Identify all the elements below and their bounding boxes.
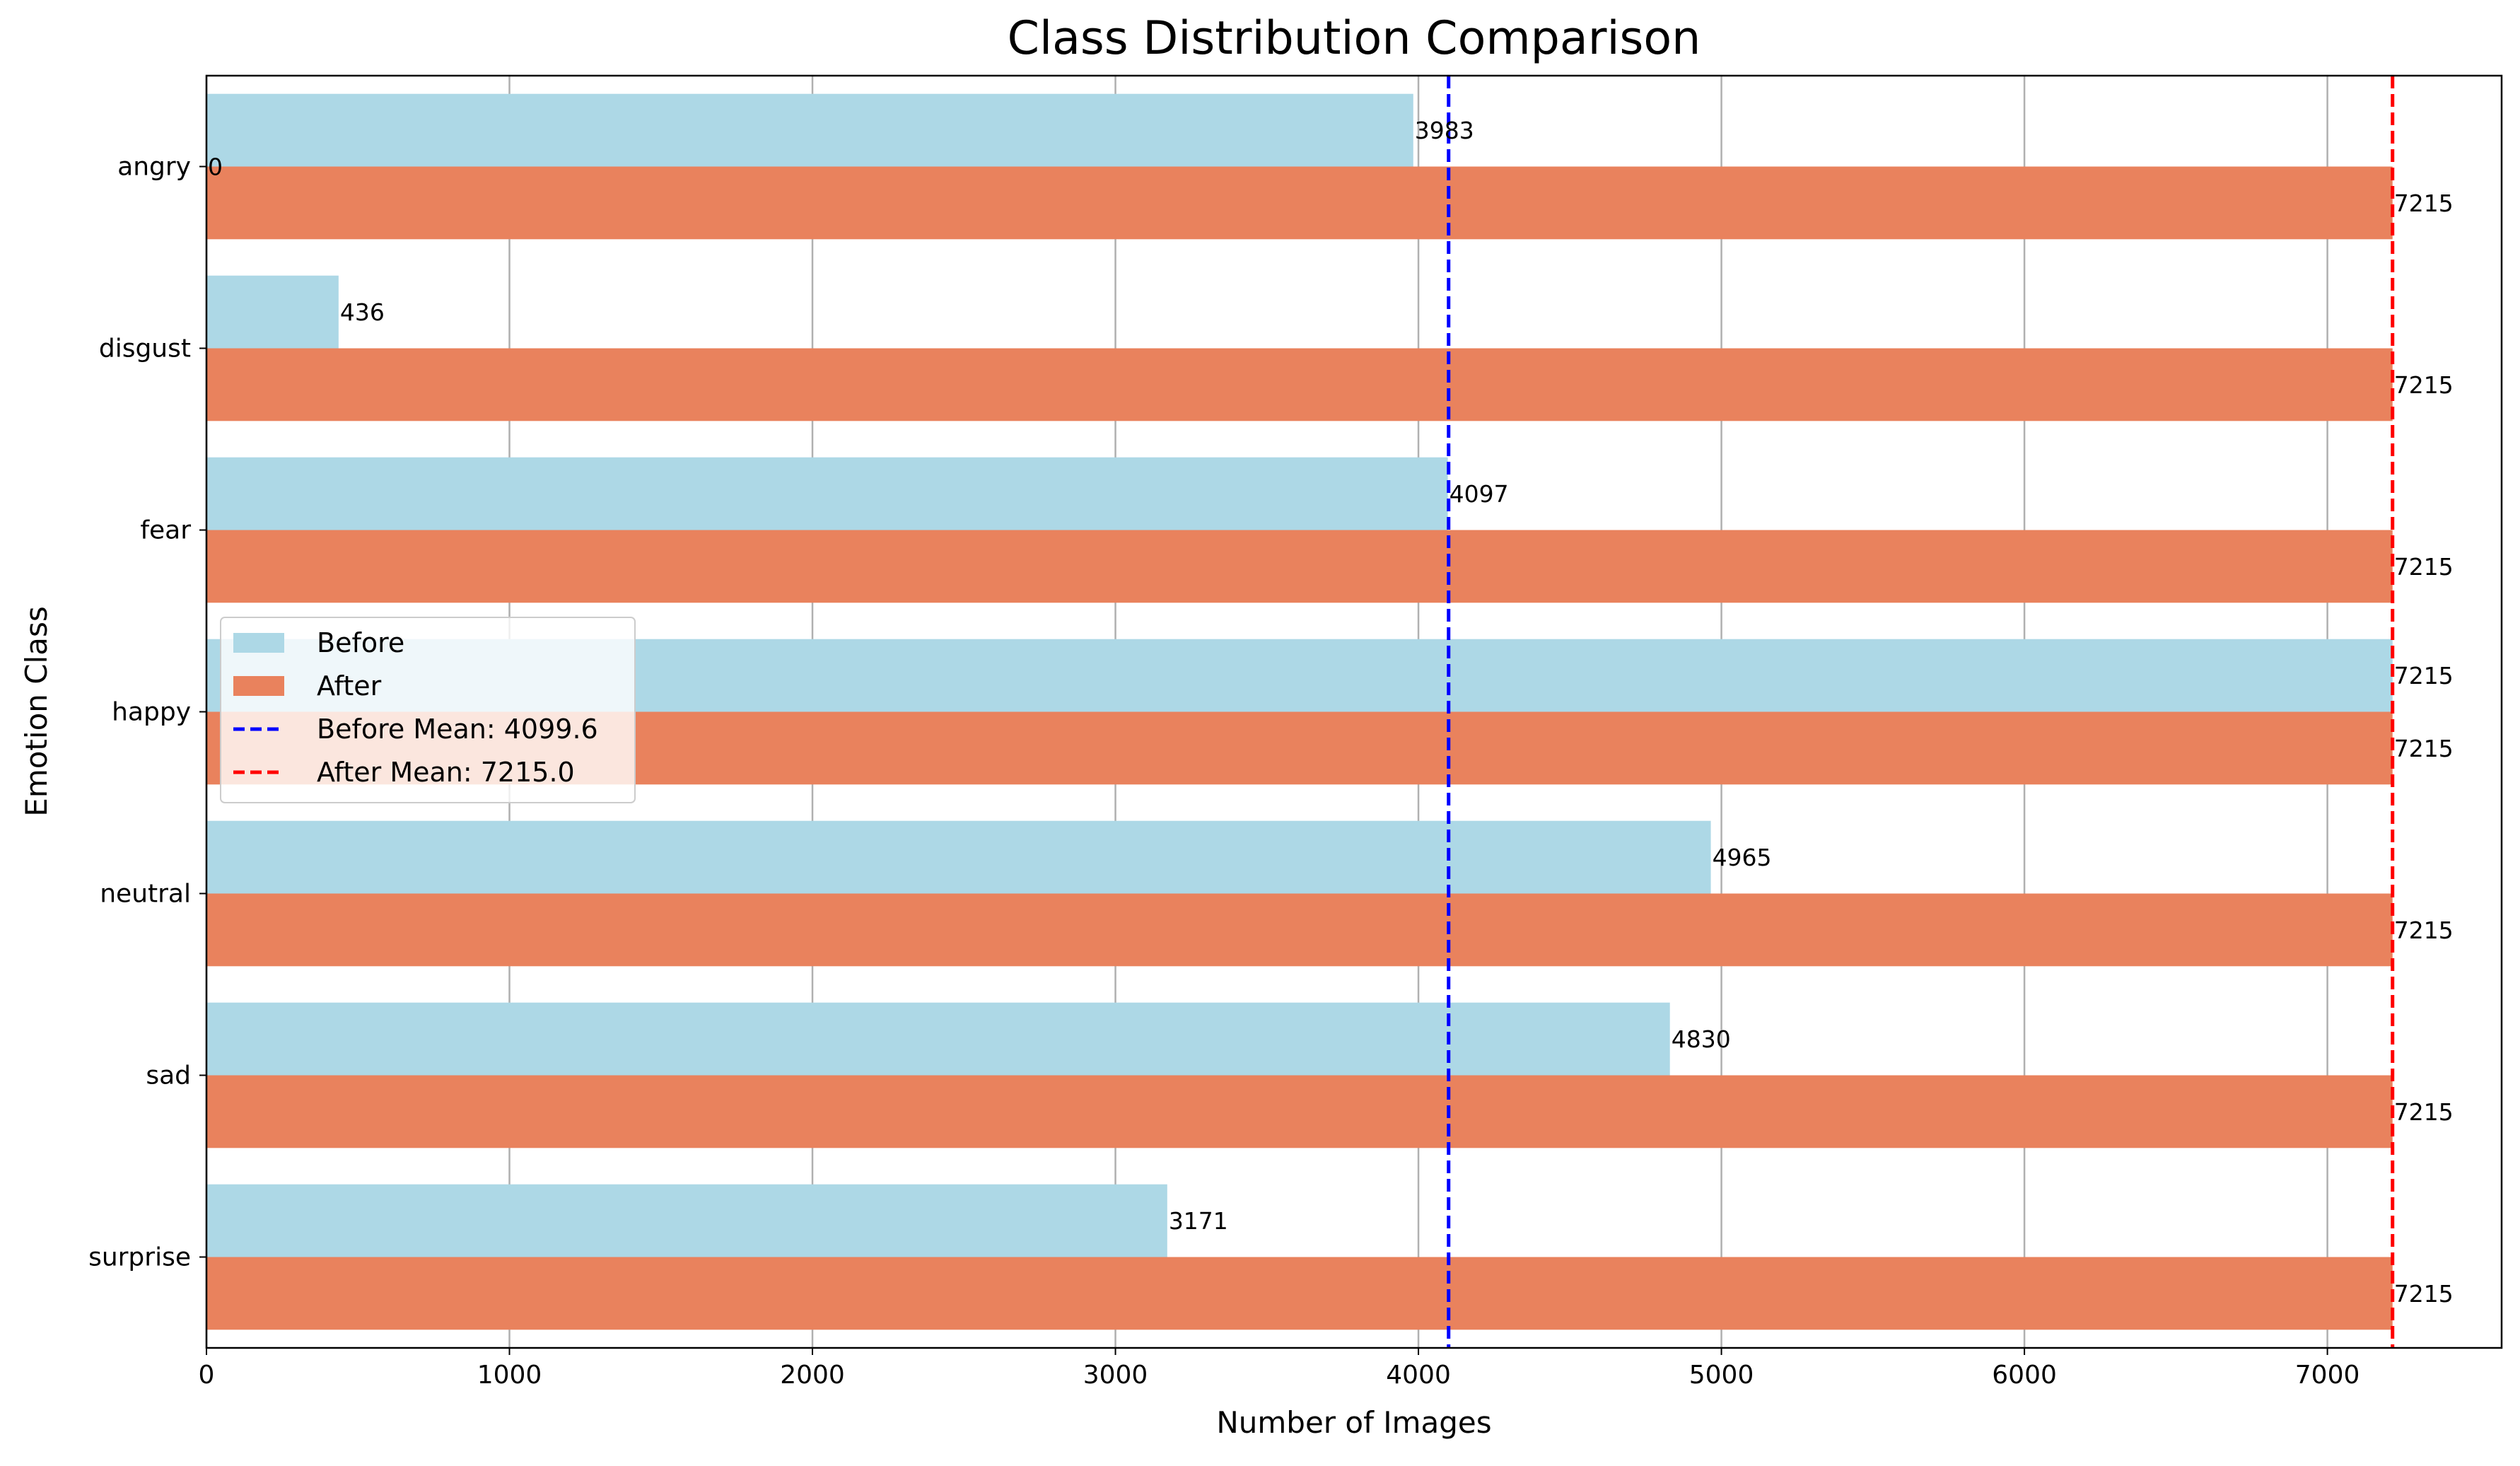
x-tick-label: 5000 (1689, 1361, 1754, 1390)
data-label-before-fear: 4097 (1449, 480, 1509, 508)
bar-before-sad (206, 1002, 1670, 1076)
mean-lines-layer (1447, 76, 2395, 1348)
bar-after-fear (206, 530, 2393, 603)
legend-label-after: After (317, 670, 382, 702)
data-label-before-surprise: 3171 (1169, 1207, 1228, 1235)
y-tick-label: neutral (100, 880, 191, 909)
y-tick-label: surprise (88, 1243, 191, 1272)
data-label-after-sad: 7215 (2394, 1098, 2454, 1126)
data-label-after-angry: 7215 (2394, 190, 2454, 217)
data-label-after-happy: 7215 (2394, 735, 2454, 762)
x-tick-label: 1000 (477, 1361, 542, 1390)
legend-label-after-mean: After Mean: 7215.0 (317, 757, 575, 788)
x-tick-label: 6000 (1992, 1361, 2057, 1390)
legend: Before After Before Mean: 4099.6 After Mean… (220, 617, 636, 803)
bar-after-neutral (206, 893, 2393, 967)
x-axis-label: Number of Images (1216, 1405, 1491, 1440)
x-tick-label: 3000 (1083, 1361, 1148, 1390)
x-tick-label: 7000 (2295, 1361, 2360, 1390)
legend-label-before: Before (317, 627, 404, 658)
bar-after-surprise (206, 1257, 2393, 1330)
legend-box (220, 617, 636, 803)
data-label-after-disgust: 7215 (2394, 371, 2454, 399)
legend-label-before-mean: Before Mean: 4099.6 (317, 714, 598, 745)
y-tick-label: happy (112, 698, 191, 727)
y-tick-label: fear (140, 516, 191, 545)
legend-swatch-after (233, 676, 284, 696)
data-label-after-neutral: 7215 (2394, 917, 2454, 944)
data-label-before-angry: 3983 (1415, 117, 1474, 144)
chart-title: Class Distribution Comparison (1008, 12, 1701, 65)
bar-before-neutral (206, 820, 1711, 894)
data-label-after-fear: 7215 (2394, 553, 2454, 581)
bar-before-angry (206, 93, 1413, 167)
bar-before-disgust (206, 275, 339, 349)
bar-after-angry (206, 166, 2393, 240)
data-label-before-happy: 7215 (2394, 662, 2454, 690)
data-labels-layer: 3983 7215 436 7215 4097 7215 7215 7215 4965 7215 4… (208, 117, 2454, 1308)
bar-before-surprise (206, 1184, 1167, 1257)
bars-layer (206, 93, 2393, 1330)
x-tick-label: 0 (199, 1361, 215, 1390)
data-label-before-disgust: 436 (340, 298, 385, 326)
x-tick-label: 4000 (1386, 1361, 1451, 1390)
bar-before-fear (206, 457, 1448, 530)
y-tick-label: angry (117, 153, 191, 182)
legend-swatch-before (233, 633, 284, 653)
bar-after-sad (206, 1075, 2393, 1148)
y-tick-label: sad (146, 1061, 191, 1090)
y-tick-label: disgust (99, 334, 191, 363)
data-label-before-sad: 4830 (1672, 1025, 1731, 1053)
y-axis-label: Emotion Class (19, 606, 54, 816)
axes-layer: 0 1000 2000 3000 4000 5000 6000 7000 angry disgus… (88, 153, 2359, 1390)
bar-after-disgust (206, 348, 2393, 421)
x-tick-label: 2000 (780, 1361, 845, 1390)
data-label-extra-angry: 0 (208, 153, 223, 181)
data-label-before-neutral: 4965 (1713, 844, 1772, 871)
data-label-after-surprise: 7215 (2394, 1280, 2454, 1308)
